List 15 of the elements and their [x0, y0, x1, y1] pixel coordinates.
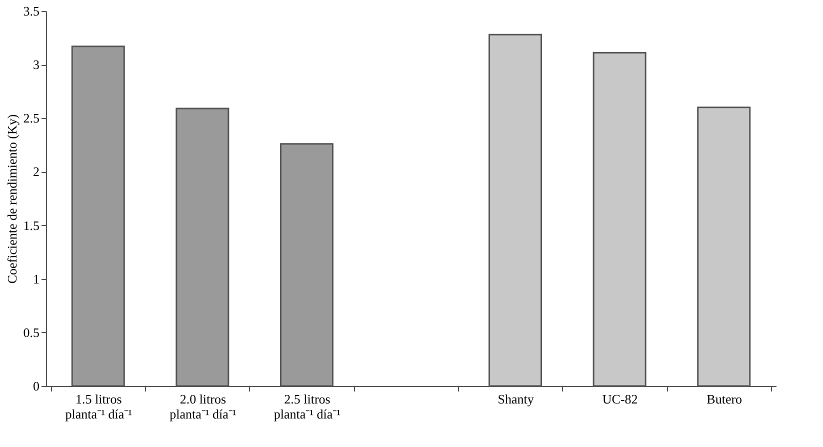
y-tick-label: 2 [33, 164, 40, 180]
y-axis-title: Coeficiente de rendimiento (Ky) [4, 114, 20, 284]
y-tick-label: 2.5 [23, 110, 40, 126]
x-tick-label: UC-82 [602, 392, 638, 406]
x-tick-label: Butero [706, 392, 742, 406]
x-tick-label: 2.5 litros planta⁻¹ día⁻¹ [274, 392, 341, 422]
y-tick-label: 1 [33, 271, 40, 286]
x-tick-label: Shanty [498, 392, 534, 406]
y-tick-label: 3.5 [23, 4, 40, 18]
y-tick-label: 0 [33, 378, 40, 394]
y-tick-label: 3 [33, 57, 40, 72]
y-tick-label: 0.5 [23, 324, 40, 340]
x-tick-label: 2.0 litros planta⁻¹ día⁻¹ [170, 392, 236, 422]
x-tick-label: 1.5 litros planta⁻¹ día⁻¹ [65, 392, 132, 422]
y-tick-label: 1.5 [23, 218, 40, 233]
